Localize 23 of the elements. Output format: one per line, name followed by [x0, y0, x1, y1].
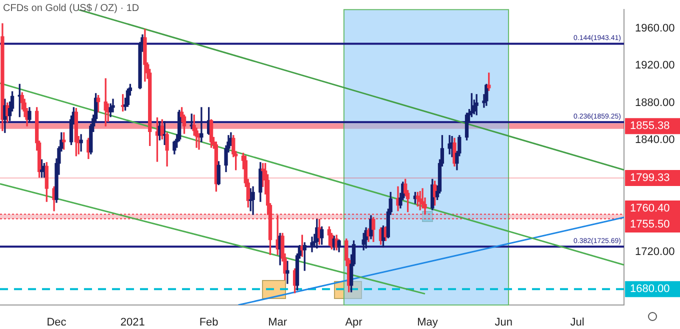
x-tick-label: Mar — [268, 316, 288, 329]
x-tick-label: Feb — [199, 316, 218, 329]
ref-line-label: 1760.40 — [630, 202, 670, 215]
ref-line-label: 1680.00 — [630, 283, 670, 296]
y-tick-label: 1720.00 — [635, 246, 675, 258]
candlestick — [310, 236, 314, 252]
x-tick-label: May — [417, 316, 438, 329]
x-tick-label: Dec — [46, 316, 67, 329]
x-tick-label: Jun — [494, 316, 512, 329]
y-tick-label: 1920.00 — [635, 60, 675, 72]
x-tick-label: Jul — [570, 316, 584, 329]
band-label: 1855.38 — [630, 120, 670, 132]
y-tick-label: 1840.00 — [635, 134, 675, 146]
candlestick — [200, 107, 204, 142]
ref-line-label: 1799.33 — [630, 172, 670, 184]
chart-title: CFDs on Gold (US$ / OZ) · 1D — [3, 2, 140, 14]
candlestick — [79, 134, 83, 152]
candlestick — [286, 260, 290, 284]
y-tick-label: 1880.00 — [635, 96, 675, 109]
x-tick-label: 2021 — [120, 316, 145, 329]
x-tick-label: Apr — [345, 316, 363, 329]
y-tick-label: 1960.00 — [635, 22, 675, 34]
ref-line-label: 1755.50 — [630, 218, 670, 231]
